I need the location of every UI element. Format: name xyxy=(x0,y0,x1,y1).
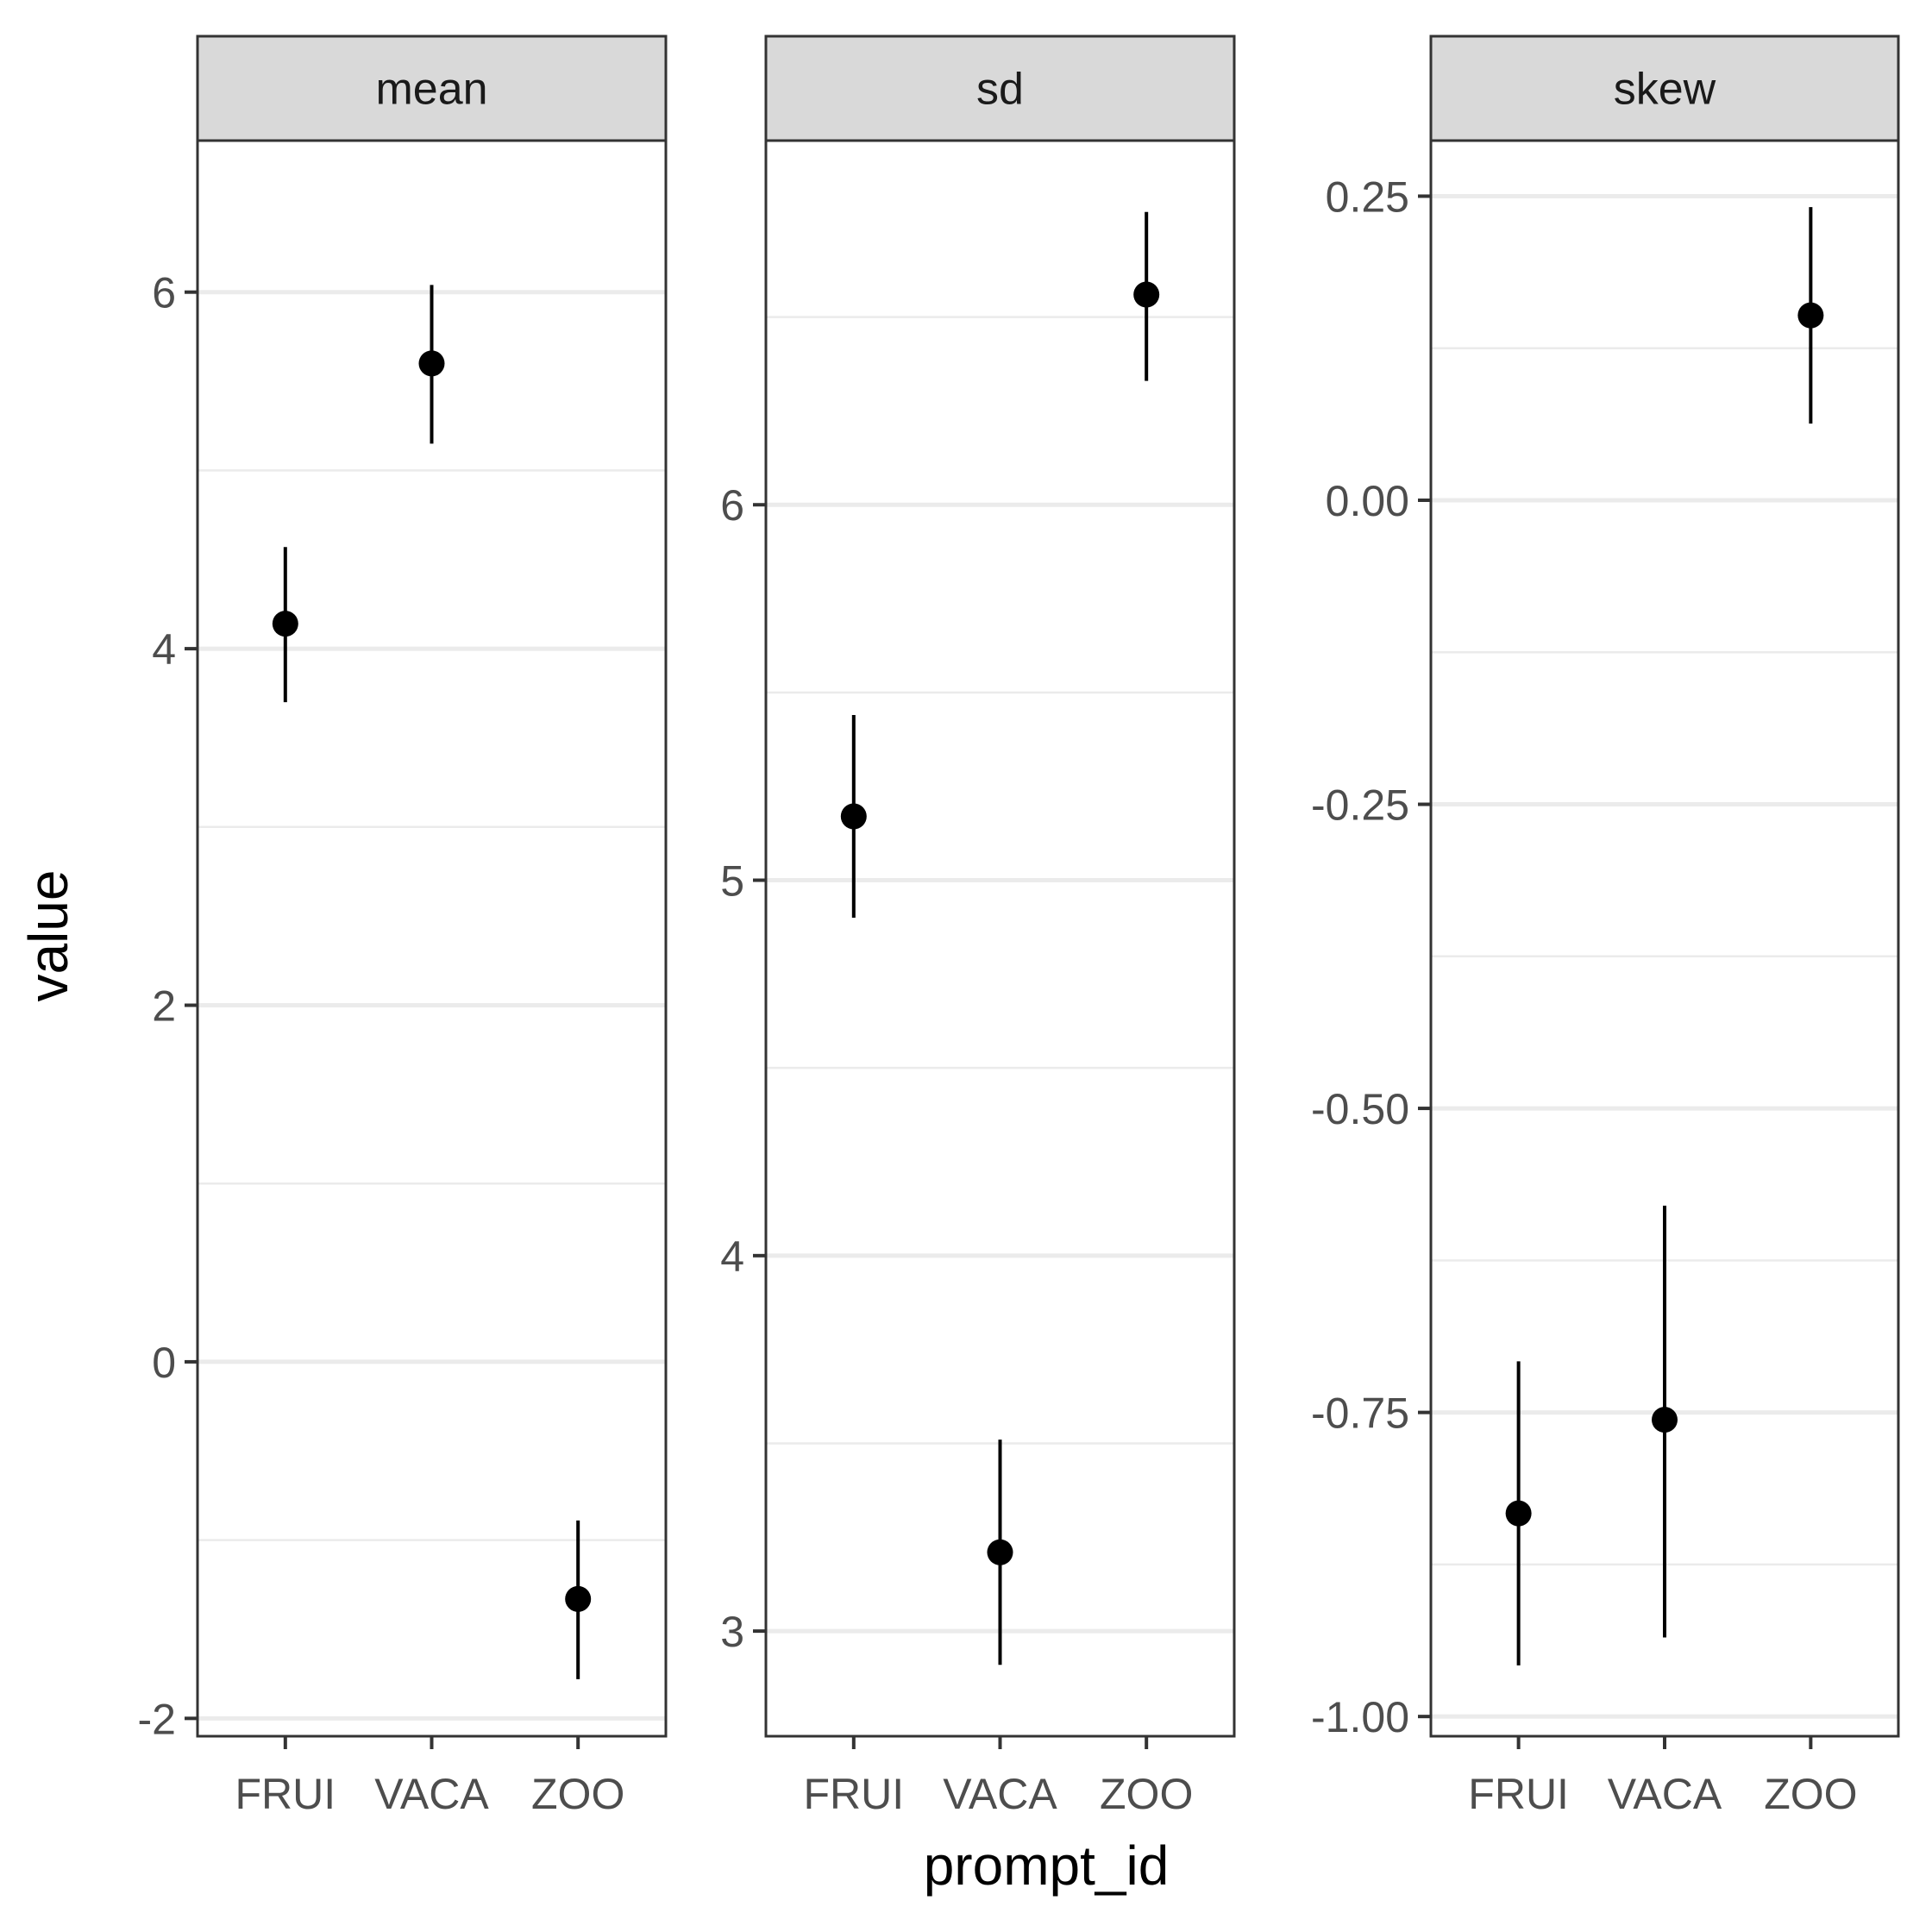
facet-strip xyxy=(1429,34,1900,142)
data-point-VACA xyxy=(1652,1407,1678,1433)
y-tick-label: 3 xyxy=(720,1608,744,1656)
y-tick-label: 6 xyxy=(720,481,744,530)
x-tick-label: VACA xyxy=(943,1770,1057,1818)
y-tick-label: -0.75 xyxy=(1311,1389,1409,1438)
x-tick-label: VACA xyxy=(374,1770,489,1818)
x-tick-label: VACA xyxy=(1608,1770,1722,1818)
data-point-ZOO xyxy=(1797,302,1824,329)
facet-strip-label: mean xyxy=(375,65,487,115)
y-tick-label: -0.25 xyxy=(1311,781,1409,830)
panel-mean: -2 0 2 4 6 mean FRUI VACA ZOO xyxy=(138,34,668,1818)
facet-strip xyxy=(196,34,668,142)
facet-strip xyxy=(764,34,1236,142)
x-axis-title: prompt_id xyxy=(924,1835,1170,1897)
y-tick-label: -1.00 xyxy=(1311,1693,1409,1741)
y-tick-label: 0.00 xyxy=(1326,477,1409,525)
y-tick-label: 6 xyxy=(152,269,176,317)
data-point-FRUI xyxy=(272,611,298,637)
data-point-ZOO xyxy=(565,1585,592,1612)
y-tick-label: 5 xyxy=(720,857,744,906)
x-tick-label: FRUI xyxy=(803,1770,904,1818)
y-tick-label: 0 xyxy=(152,1339,176,1387)
panel-skew: -1.00 -0.75 -0.50 -0.25 0.00 0.25 skew FRUI VACA… xyxy=(1311,34,1900,1818)
x-tick-label: ZOO xyxy=(1764,1770,1857,1818)
y-tick-label: 4 xyxy=(720,1233,744,1281)
y-tick-label: 2 xyxy=(152,982,176,1031)
y-tick-label: -0.50 xyxy=(1311,1085,1409,1133)
x-tick-label: FRUI xyxy=(235,1770,336,1818)
data-point-VACA xyxy=(987,1539,1013,1565)
facet-strip-label: sd xyxy=(976,65,1024,115)
data-point-FRUI xyxy=(840,803,867,830)
x-tick-label: ZOO xyxy=(1100,1770,1193,1818)
x-tick-label: ZOO xyxy=(531,1770,624,1818)
panel-sd: 3 4 5 6 sd FRUI VACA ZOO xyxy=(720,34,1236,1818)
y-tick-label: 0.25 xyxy=(1326,172,1409,221)
y-tick-label: 4 xyxy=(152,625,176,674)
data-point-FRUI xyxy=(1505,1500,1532,1527)
x-tick-label: FRUI xyxy=(1468,1770,1569,1818)
data-point-VACA xyxy=(418,350,445,377)
data-point-ZOO xyxy=(1133,281,1160,308)
y-tick-label: -2 xyxy=(138,1695,176,1743)
y-axis-title: value xyxy=(17,870,79,1002)
facet-strip-label: skew xyxy=(1614,65,1716,115)
